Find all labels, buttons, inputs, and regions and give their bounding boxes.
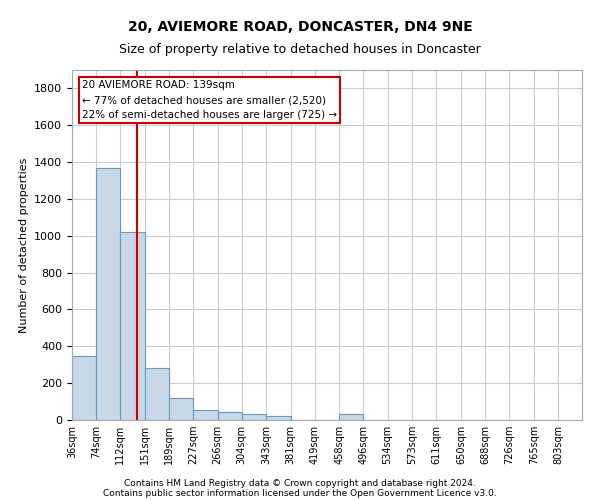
Text: Contains HM Land Registry data © Crown copyright and database right 2024.: Contains HM Land Registry data © Crown c…	[124, 478, 476, 488]
Bar	[218, 412, 242, 420]
Text: 20, AVIEMORE ROAD, DONCASTER, DN4 9NE: 20, AVIEMORE ROAD, DONCASTER, DN4 9NE	[128, 20, 472, 34]
Bar	[96, 168, 120, 420]
Bar	[193, 410, 218, 420]
Bar	[340, 414, 364, 420]
Text: Contains public sector information licensed under the Open Government Licence v3: Contains public sector information licen…	[103, 488, 497, 498]
Bar	[72, 356, 96, 420]
Bar	[169, 398, 193, 420]
Bar	[145, 368, 169, 420]
Y-axis label: Number of detached properties: Number of detached properties	[19, 158, 29, 332]
Bar	[120, 232, 145, 420]
Bar	[266, 416, 290, 420]
Text: 20 AVIEMORE ROAD: 139sqm
← 77% of detached houses are smaller (2,520)
22% of sem: 20 AVIEMORE ROAD: 139sqm ← 77% of detach…	[82, 80, 337, 120]
Bar	[242, 414, 266, 420]
Text: Size of property relative to detached houses in Doncaster: Size of property relative to detached ho…	[119, 42, 481, 56]
